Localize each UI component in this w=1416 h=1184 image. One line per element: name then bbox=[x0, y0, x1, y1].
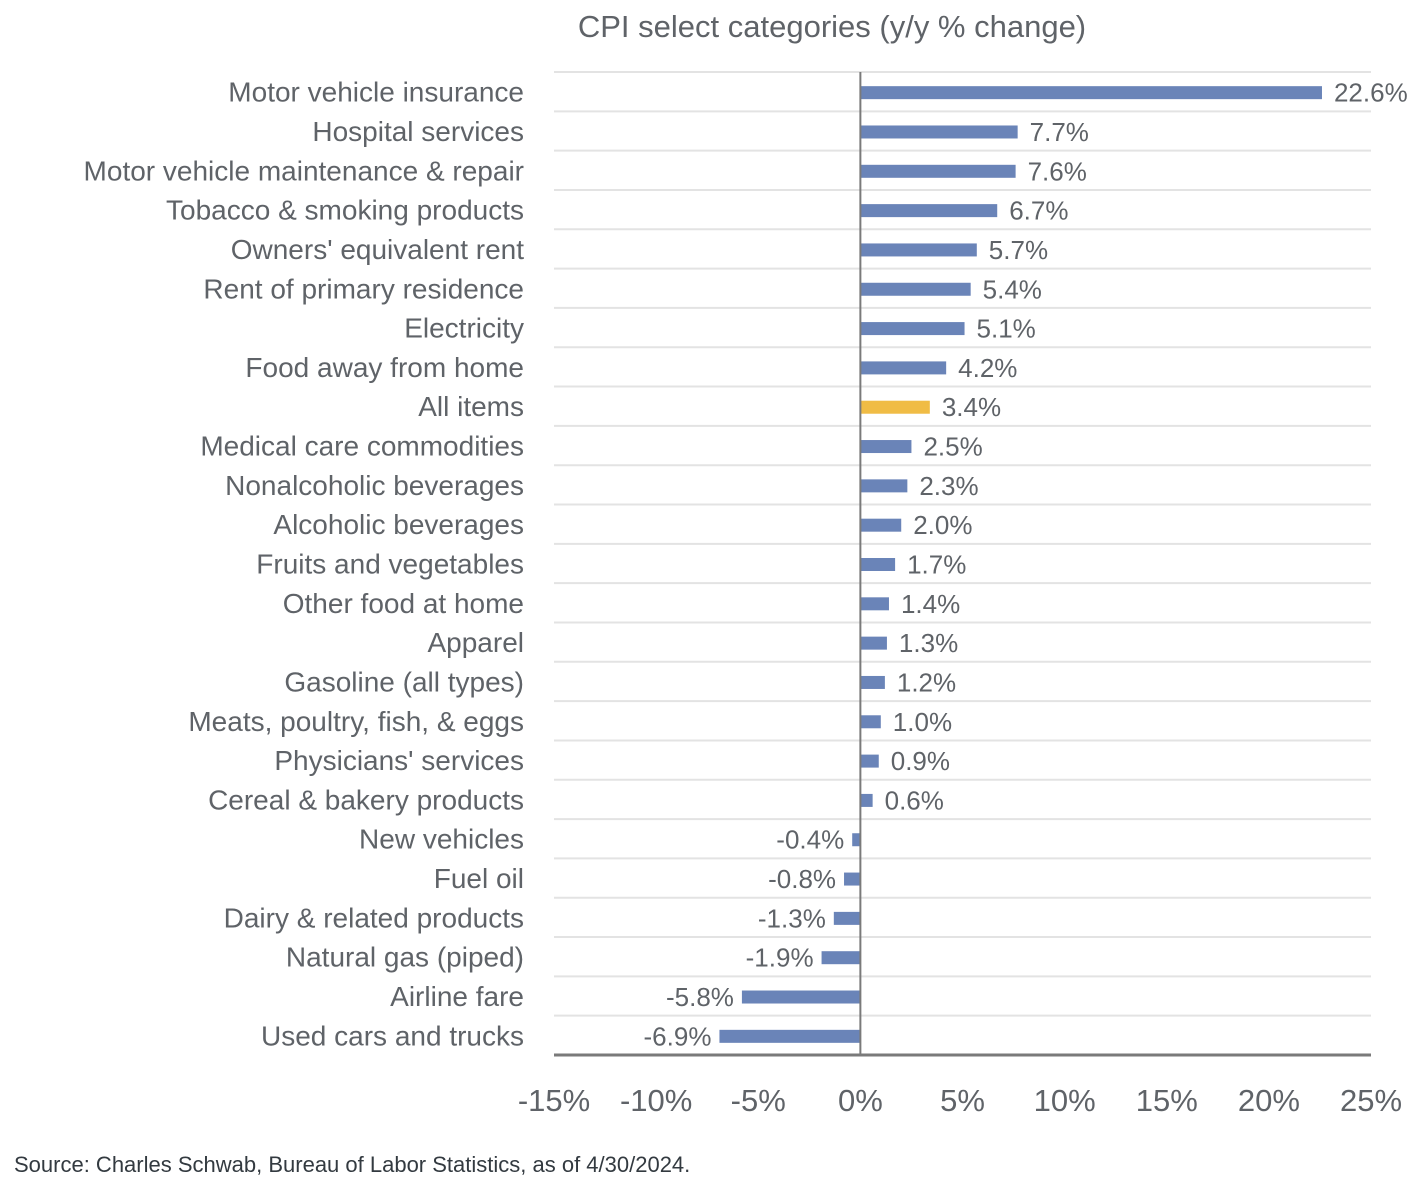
bar bbox=[860, 558, 896, 571]
category-label: Rent of primary residence bbox=[203, 273, 524, 304]
category-label: Airline fare bbox=[390, 981, 524, 1012]
x-tick-label: 15% bbox=[1136, 1083, 1198, 1118]
data-label: 1.2% bbox=[897, 667, 956, 697]
bar bbox=[860, 361, 947, 375]
data-label: 5.1% bbox=[977, 314, 1036, 344]
data-label: 7.6% bbox=[1028, 156, 1087, 186]
data-label: 0.6% bbox=[885, 785, 944, 815]
bar bbox=[860, 86, 1322, 100]
data-label: -0.4% bbox=[776, 825, 844, 855]
bar bbox=[821, 951, 861, 965]
data-label: 1.0% bbox=[893, 707, 952, 737]
data-label: 5.7% bbox=[989, 235, 1048, 265]
gridlines bbox=[554, 71, 1371, 1017]
data-label: -0.8% bbox=[768, 864, 836, 894]
category-label: Dairy & related products bbox=[224, 902, 524, 933]
data-label: 7.7% bbox=[1030, 117, 1089, 147]
bar bbox=[860, 479, 908, 493]
data-label: 0.9% bbox=[891, 746, 950, 776]
data-label: 1.4% bbox=[901, 589, 960, 619]
data-label: -1.9% bbox=[746, 943, 814, 973]
bar bbox=[860, 793, 873, 807]
category-label: Nonalcoholic beverages bbox=[225, 470, 524, 501]
data-label: 4.2% bbox=[958, 353, 1017, 383]
bar bbox=[719, 1029, 861, 1043]
bar bbox=[860, 636, 887, 650]
bar bbox=[852, 833, 861, 847]
data-labels: 22.6% 7.7% 7.6% 6.7% 5.7% 5.4% 5.1% 4.2% 3.4% 2.5… bbox=[644, 78, 1408, 1052]
x-tick-label: 5% bbox=[940, 1083, 985, 1118]
data-label: -1.3% bbox=[758, 903, 826, 933]
bars bbox=[719, 86, 1322, 1043]
data-label: 2.5% bbox=[923, 432, 982, 462]
data-label: 22.6% bbox=[1334, 78, 1408, 108]
bar bbox=[741, 990, 861, 1004]
data-label: 1.3% bbox=[899, 628, 958, 658]
x-tick-label: 20% bbox=[1238, 1083, 1300, 1118]
data-label: 3.4% bbox=[942, 392, 1001, 422]
category-label: Fuel oil bbox=[434, 863, 524, 894]
bar bbox=[860, 715, 881, 729]
bar bbox=[860, 125, 1018, 139]
bar bbox=[860, 754, 879, 768]
data-label: 5.4% bbox=[983, 274, 1042, 304]
data-label: 2.3% bbox=[919, 471, 978, 501]
data-label: 1.7% bbox=[907, 550, 966, 580]
x-tick-label: -10% bbox=[620, 1083, 692, 1118]
data-label: -5.8% bbox=[666, 982, 734, 1012]
category-label: Electricity bbox=[404, 313, 524, 344]
data-label: 6.7% bbox=[1009, 196, 1068, 226]
category-label: Meats, poultry, fish, & eggs bbox=[188, 706, 524, 737]
category-labels: Motor vehicle insurance Hospital services… bbox=[84, 77, 525, 1052]
category-label: Alcoholic beverages bbox=[273, 509, 524, 540]
bar bbox=[860, 164, 1016, 178]
x-tick-label: -15% bbox=[518, 1083, 590, 1118]
category-label: Physicians' services bbox=[274, 745, 524, 776]
category-label: Hospital services bbox=[312, 116, 524, 147]
category-label: All items bbox=[418, 391, 524, 422]
category-label: New vehicles bbox=[359, 824, 524, 855]
bar bbox=[860, 204, 998, 218]
category-label: Motor vehicle maintenance & repair bbox=[84, 155, 524, 186]
x-tick-label: 10% bbox=[1034, 1083, 1096, 1118]
category-label: Apparel bbox=[427, 627, 524, 658]
x-axis-ticks: -15% -10% -5% 0% 5% 10% 15% 20% 25% bbox=[518, 1083, 1402, 1118]
bar bbox=[844, 872, 861, 886]
bar bbox=[860, 518, 902, 532]
bar bbox=[860, 440, 912, 454]
bar bbox=[860, 282, 971, 296]
bar-highlight bbox=[860, 400, 930, 414]
bar bbox=[860, 675, 885, 689]
bar bbox=[860, 322, 965, 336]
category-label: Tobacco & smoking products bbox=[166, 195, 524, 226]
category-label: Medical care commodities bbox=[200, 431, 524, 462]
bar bbox=[833, 911, 861, 925]
data-label: -6.9% bbox=[644, 1021, 712, 1051]
category-label: Food away from home bbox=[245, 352, 524, 383]
source-note: Source: Charles Schwab, Bureau of Labor … bbox=[14, 1152, 690, 1177]
category-label: Gasoline (all types) bbox=[284, 666, 524, 697]
category-label: Owners' equivalent rent bbox=[231, 234, 524, 265]
x-tick-label: -5% bbox=[731, 1083, 786, 1118]
data-label: 2.0% bbox=[913, 510, 972, 540]
x-tick-label: 0% bbox=[838, 1083, 883, 1118]
category-label: Motor vehicle insurance bbox=[228, 77, 524, 108]
category-label: Natural gas (piped) bbox=[286, 942, 524, 973]
chart-title: CPI select categories (y/y % change) bbox=[578, 9, 1086, 44]
category-label: Other food at home bbox=[283, 588, 524, 619]
category-label: Cereal & bakery products bbox=[208, 784, 524, 815]
category-label: Used cars and trucks bbox=[261, 1020, 524, 1051]
x-tick-label: 25% bbox=[1340, 1083, 1402, 1118]
bar bbox=[860, 597, 889, 611]
category-label: Fruits and vegetables bbox=[256, 549, 524, 580]
bar bbox=[860, 243, 977, 257]
